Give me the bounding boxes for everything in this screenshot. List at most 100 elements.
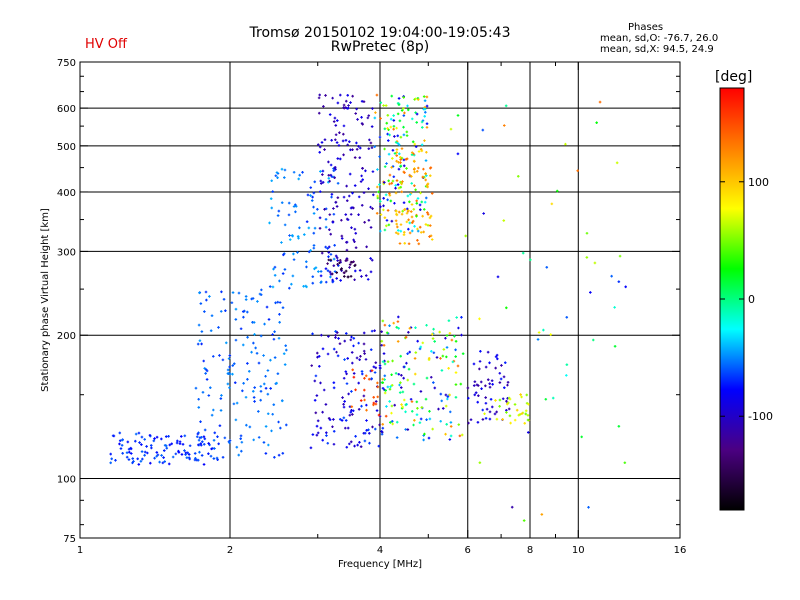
- data-point: [266, 412, 270, 416]
- data-point: [213, 447, 216, 450]
- data-point: [276, 300, 280, 304]
- data-point: [397, 326, 400, 330]
- data-point: [502, 124, 506, 127]
- data-point: [353, 227, 357, 231]
- data-point: [256, 300, 259, 303]
- data-point: [494, 366, 497, 370]
- data-point: [118, 431, 122, 435]
- data-point: [454, 396, 458, 399]
- data-point: [483, 412, 486, 416]
- data-point: [233, 381, 237, 384]
- data-point: [319, 170, 322, 173]
- data-point: [320, 333, 323, 337]
- data-point: [345, 217, 349, 221]
- data-point: [349, 410, 353, 414]
- data-point: [416, 166, 420, 170]
- data-point: [273, 274, 277, 277]
- data-point: [375, 93, 379, 97]
- data-point: [336, 354, 340, 358]
- data-point: [237, 291, 241, 295]
- data-point: [271, 412, 274, 416]
- data-point: [454, 348, 457, 352]
- data-point: [367, 147, 371, 150]
- data-point: [397, 210, 401, 214]
- data-point: [281, 452, 285, 455]
- data-point: [371, 207, 374, 210]
- data-point: [318, 93, 321, 97]
- data-point: [349, 213, 353, 216]
- data-point: [390, 182, 393, 185]
- data-point: [155, 451, 159, 454]
- data-point: [394, 231, 398, 235]
- data-point: [399, 229, 403, 233]
- data-point: [382, 104, 385, 107]
- data-point: [185, 456, 189, 459]
- data-point: [524, 412, 528, 416]
- data-point: [383, 216, 387, 219]
- data-point: [389, 117, 393, 121]
- data-point: [369, 270, 373, 274]
- data-point: [305, 220, 309, 224]
- data-point: [432, 327, 435, 331]
- data-point: [456, 114, 460, 117]
- data-point: [397, 97, 401, 100]
- data-point: [386, 360, 390, 363]
- axis-ticks: 1 2 4 6 8 10 16 75 100 200 300 400 500 600 750: [57, 58, 686, 556]
- data-point: [369, 257, 372, 260]
- data-point: [354, 231, 358, 235]
- data-point: [234, 338, 238, 342]
- data-point: [323, 148, 326, 151]
- data-point: [274, 174, 278, 178]
- data-point: [360, 370, 364, 373]
- data-point: [412, 168, 416, 171]
- data-point: [227, 372, 231, 375]
- data-point: [373, 145, 377, 149]
- data-point: [357, 381, 360, 385]
- data-point: [395, 326, 399, 329]
- data-point: [444, 432, 447, 436]
- data-point: [319, 179, 323, 183]
- data-point: [467, 396, 470, 400]
- data-point: [508, 414, 512, 418]
- data-point: [342, 124, 346, 128]
- data-point: [267, 443, 270, 447]
- data-point: [197, 323, 201, 327]
- data-point: [276, 214, 280, 217]
- data-point: [624, 285, 627, 289]
- data-point: [451, 360, 455, 364]
- data-point: [396, 183, 400, 186]
- data-point: [334, 133, 338, 137]
- data-point: [476, 420, 480, 424]
- data-point: [355, 141, 358, 145]
- data-point: [258, 292, 262, 296]
- data-point: [127, 447, 131, 451]
- data-point: [496, 357, 499, 361]
- data-point: [386, 198, 389, 202]
- data-point: [363, 377, 366, 380]
- data-point: [354, 112, 357, 115]
- data-point: [309, 249, 312, 252]
- data-point: [386, 113, 390, 117]
- data-point: [231, 364, 235, 367]
- data-point: [181, 443, 185, 446]
- data-point: [202, 463, 206, 466]
- data-point: [354, 246, 358, 249]
- data-point: [366, 278, 370, 281]
- data-point: [495, 410, 498, 414]
- data-point: [321, 173, 324, 176]
- data-point: [439, 419, 442, 423]
- data-point: [389, 125, 393, 129]
- data-point: [585, 231, 589, 235]
- data-point: [490, 405, 494, 409]
- data-point: [216, 458, 219, 462]
- data-point: [320, 141, 324, 144]
- data-point: [342, 405, 346, 409]
- data-point: [478, 367, 481, 371]
- data-point: [394, 219, 398, 223]
- data-point: [276, 372, 280, 375]
- data-point: [266, 392, 270, 396]
- data-point: [210, 447, 213, 451]
- data-point: [397, 161, 400, 164]
- data-point: [353, 444, 356, 448]
- data-point: [405, 220, 409, 224]
